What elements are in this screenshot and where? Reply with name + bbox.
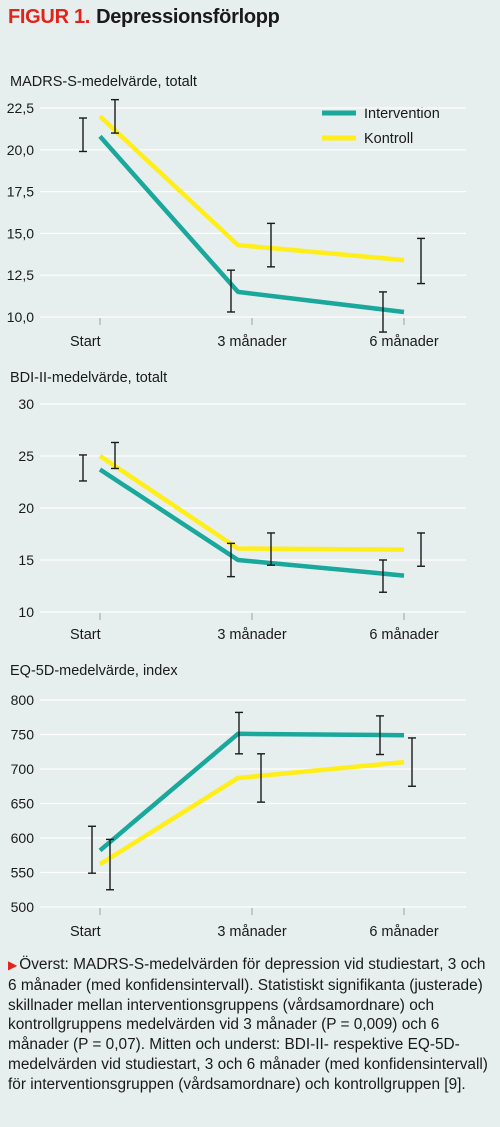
ci-bar-intervention: [376, 715, 384, 756]
legend: Intervention Kontroll: [322, 106, 440, 147]
y-tick-label: 650: [11, 796, 35, 812]
ci-bar-intervention: [379, 291, 387, 333]
y-tick-label: 22,5: [7, 100, 34, 116]
ci-bar-intervention: [88, 825, 96, 874]
chart-eq5d-ylabel: EQ-5D-medelvärde, index: [10, 663, 178, 679]
x-tick-label: 3 månader: [217, 627, 286, 643]
x-tick-label: 6 månader: [369, 924, 438, 940]
y-tick-label: 500: [11, 899, 35, 915]
ci-bar-kontroll: [417, 532, 425, 567]
ci-bar-kontroll: [106, 838, 114, 891]
legend-intervention-label: Intervention: [364, 106, 440, 122]
series-kontroll-line: [98, 114, 405, 263]
y-tick-label: 800: [11, 692, 35, 708]
x-tick-label: Start: [70, 334, 101, 350]
x-tick-label: Start: [70, 924, 101, 940]
legend-kontroll-label: Kontroll: [364, 131, 413, 147]
ci-bar-intervention: [227, 542, 235, 578]
chart-bdi: BDI-II-medelvärde, totalt 30 25 20 15 10 Star…: [10, 370, 466, 643]
caption-text: Överst: MADRS-S-medelvärden för depressi…: [8, 956, 488, 1093]
y-tick-label: 20,0: [7, 142, 34, 158]
y-tick-label: 20: [18, 500, 34, 516]
ci-bar-kontroll: [417, 237, 425, 285]
chart-madrs-ylabel: MADRS-S-medelvärde, totalt: [10, 74, 197, 90]
y-tick-label: 550: [11, 865, 35, 881]
ci-bar-kontroll: [111, 98, 119, 134]
ci-bar-kontroll: [111, 441, 119, 470]
chart-madrs-grid: [40, 107, 466, 318]
ci-bar-intervention: [79, 117, 87, 153]
chart-bdi-grid: [40, 403, 466, 613]
ci-bar-kontroll: [257, 753, 265, 803]
ci-bar-intervention: [235, 711, 243, 755]
caption-marker-icon: ▶: [8, 958, 18, 972]
chart-bdi-ylabel: BDI-II-medelvärde, totalt: [10, 370, 167, 386]
y-tick-label: 700: [11, 761, 35, 777]
y-tick-label: 10,0: [7, 309, 34, 325]
series-intervention-line: [98, 731, 405, 853]
figure-title: FIGUR 1. Depressionsförlopp: [8, 6, 280, 29]
chart-madrs: MADRS-S-medelvärde, totalt Intervention …: [7, 74, 466, 350]
charts-canvas: MADRS-S-medelvärde, totalt Intervention …: [7, 74, 466, 940]
x-tick-label: 6 månader: [369, 334, 438, 350]
ci-bar-intervention: [227, 269, 235, 313]
chart-eq5d-grid: [40, 699, 466, 908]
y-tick-label: 15: [18, 552, 34, 568]
series-intervention-line: [98, 467, 405, 578]
chart-eq5d: EQ-5D-medelvärde, index 800 750 700 650 600 5…: [10, 663, 466, 940]
x-tick-label: Start: [70, 627, 101, 643]
x-tick-label: 3 månader: [217, 334, 286, 350]
y-tick-label: 600: [11, 830, 35, 846]
x-tick-label: 3 månader: [217, 924, 286, 940]
series-kontroll-line: [98, 454, 405, 552]
y-tick-label: 30: [18, 396, 34, 412]
y-tick-label: 15,0: [7, 225, 34, 241]
series-intervention-line: [98, 134, 405, 315]
ci-bar-kontroll: [267, 532, 275, 566]
y-tick-label: 12,5: [7, 267, 34, 283]
ci-bar-intervention: [79, 454, 87, 482]
y-tick-label: 25: [18, 448, 34, 464]
series-kontroll-line: [98, 759, 405, 867]
figure-label: FIGUR 1.: [8, 6, 91, 28]
ci-bar-intervention: [379, 559, 387, 593]
x-tick-label: 6 månader: [369, 627, 438, 643]
y-tick-label: 17,5: [7, 184, 34, 200]
figure-title-text: Depressionsförlopp: [96, 6, 280, 28]
ci-bar-kontroll: [408, 737, 416, 787]
y-tick-label: 10: [18, 604, 34, 620]
figure-caption: ▶ Överst: MADRS-S-medelvärden för depress…: [8, 955, 496, 1095]
y-tick-label: 750: [11, 727, 35, 743]
ci-bar-kontroll: [267, 222, 275, 268]
